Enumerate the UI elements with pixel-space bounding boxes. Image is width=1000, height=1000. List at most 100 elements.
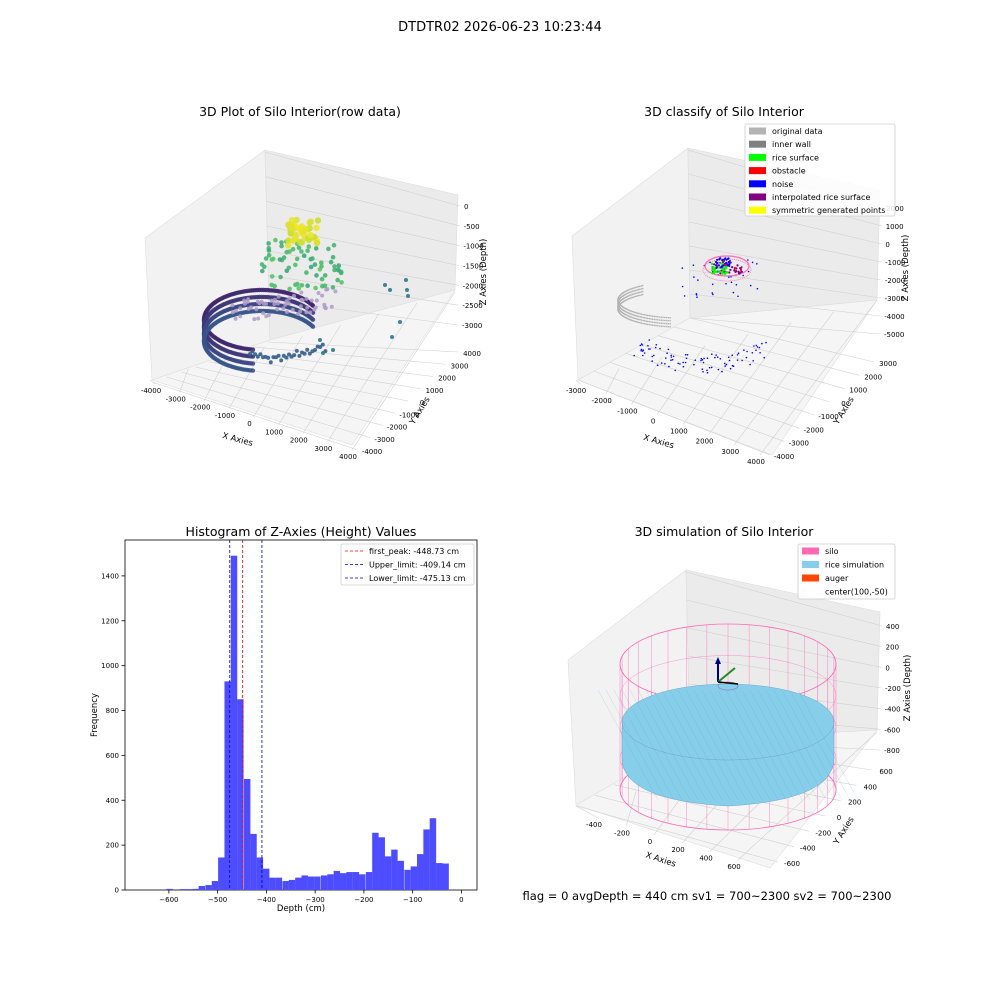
raw-data-point [313, 246, 319, 251]
noise-point [674, 369, 676, 372]
y-tick-label: 3000 [451, 362, 469, 370]
noise-point [710, 366, 713, 369]
raw-data-point [309, 298, 314, 303]
original-data-point [645, 314, 647, 316]
x-tick-label: -1000 [617, 407, 637, 415]
raw-data-point [276, 294, 281, 299]
raw-data-point [288, 217, 296, 224]
panel-1-z-ticks: 0 -500 -1000 -1500 -2000 -2500 -3000 [462, 203, 484, 330]
legend-box [797, 543, 896, 600]
noise-point [743, 349, 745, 351]
x-tick-label: -400 [586, 821, 602, 829]
noise-point [716, 262, 719, 265]
raw-data-point [254, 307, 259, 312]
y-tick-label: 800 [106, 707, 119, 715]
y-tick-label: 1000 [426, 387, 444, 395]
original-data-point [636, 292, 638, 294]
legend-label: inner wall [772, 140, 811, 149]
y-tick-label: 600 [879, 768, 892, 776]
legend-label: auger [825, 574, 849, 583]
raw-data-point [322, 273, 328, 278]
histogram-xlabel: Depth (cm) [277, 904, 325, 914]
noise-point [719, 358, 722, 360]
z-tick-label: -600 [884, 726, 900, 734]
original-data-point [665, 319, 668, 322]
rice-mesh-line [765, 689, 827, 801]
raw-data-point [288, 225, 296, 232]
x-tick-label: -3000 [566, 387, 586, 395]
raw-data-point [246, 297, 251, 302]
raw-data-point [292, 293, 296, 298]
noise-point [724, 365, 726, 367]
raw-data-point [318, 338, 322, 342]
original-data-point [630, 313, 632, 315]
raw-data-point [307, 218, 314, 225]
x-tick-label: -2000 [190, 404, 210, 412]
rice-surface-point [712, 267, 715, 270]
original-data-point [645, 323, 647, 325]
histogram-bar [307, 876, 315, 890]
raw-data-point [336, 263, 342, 269]
original-data-point [667, 316, 670, 319]
rice-surface-top [621, 683, 835, 761]
noise-point [666, 352, 668, 355]
raw-data-point [304, 310, 309, 315]
panel-4-ylabel: Y Axies [831, 815, 857, 848]
noise-point [693, 276, 695, 278]
original-data-point [662, 319, 664, 322]
raw-data-point [313, 285, 318, 291]
legend-label: symmetric generated points [772, 206, 885, 215]
histogram-bar [295, 877, 302, 890]
noise-point [747, 259, 749, 261]
rice-mesh-line [733, 689, 795, 801]
raw-data-point [253, 352, 258, 357]
legend-label: original data [772, 127, 823, 136]
original-data-point [639, 294, 641, 297]
original-data-point [662, 322, 664, 325]
legend-label: noise [772, 180, 793, 189]
raw-data-point [296, 286, 302, 291]
raw-data-point [319, 264, 324, 269]
original-data-point [655, 315, 657, 318]
raw-data-point [313, 240, 321, 247]
y-gridline [267, 341, 459, 353]
raw-data-point [266, 313, 271, 318]
z-tick-label: -2000 [463, 282, 483, 290]
noise-point [692, 264, 695, 267]
original-data-point [634, 311, 636, 314]
z-tick-label: -3000 [885, 295, 905, 303]
original-data-point [630, 316, 632, 318]
noise-point [747, 270, 750, 273]
original-data-point [635, 317, 637, 320]
original-data-point [640, 322, 643, 324]
noise-point [659, 347, 661, 350]
noise-point [731, 354, 733, 357]
original-data-point [645, 320, 647, 322]
histogram-bar [301, 875, 308, 890]
raw-data-point [285, 237, 292, 244]
z-tick-label: 0 [885, 241, 889, 249]
rice-mesh-line [637, 689, 699, 801]
x-gridline [708, 322, 792, 435]
interpolated-surface-point [733, 269, 736, 272]
raw-data-point [248, 352, 252, 356]
y-tick-label: 1200 [101, 617, 119, 625]
panel-2-zlabel: Z Axies (Depth) [901, 235, 911, 302]
original-data-point [639, 322, 641, 324]
original-data-point [636, 295, 638, 297]
z-tick-label: 0 [464, 203, 468, 211]
original-data-point [667, 322, 670, 325]
noise-point [741, 359, 743, 362]
y-gridline [195, 366, 396, 414]
z-gridline [686, 599, 882, 647]
original-data-point [653, 318, 656, 321]
panel-1-x-ticks: -4000 -3000 -2000 -1000 0 1000 2000 3000 4000 [141, 387, 357, 461]
noise-point [737, 352, 740, 355]
raw-data-point [299, 249, 304, 254]
original-data-point [641, 287, 644, 290]
raw-data-point [322, 305, 327, 310]
original-data-point [653, 315, 656, 318]
rice-surface-point [710, 262, 714, 266]
noise-point [724, 257, 727, 260]
